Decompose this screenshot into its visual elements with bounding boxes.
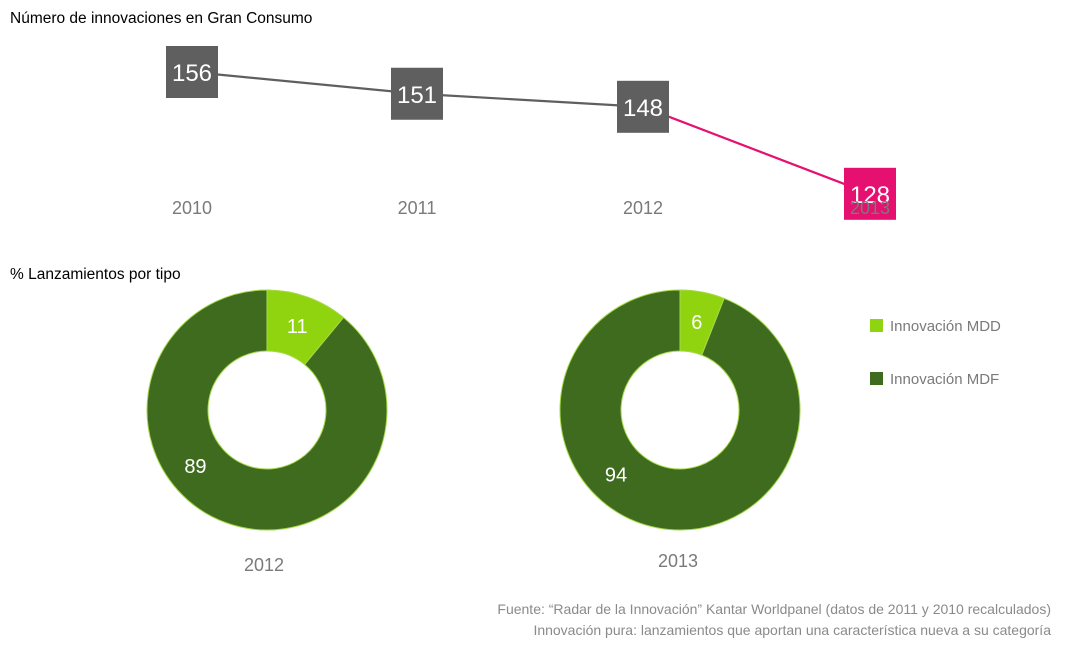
donut-slice [146, 289, 388, 531]
data-point-marker [166, 46, 218, 98]
line-segment [191, 70, 418, 95]
data-label: 151 [397, 82, 437, 109]
data-point-marker [617, 80, 669, 133]
line-segment [416, 92, 644, 108]
legend-item-mdf: Innovación MDF [870, 371, 999, 388]
definition-note: Innovación pura: lanzamientos que aporta… [533, 622, 1051, 638]
data-point-marker [391, 67, 443, 120]
donut-year-label: 2012 [244, 555, 284, 575]
donut-slice [559, 289, 801, 531]
line-chart-title: Número de innovaciones en Gran Consumo [10, 10, 313, 27]
legend-item-mdd: Innovación MDD [870, 318, 1001, 335]
data-label: 128 [850, 182, 890, 209]
data-label: 156 [172, 60, 212, 87]
donut-year-label: 2013 [658, 551, 698, 571]
line-segment [642, 105, 871, 195]
x-tick-label: 2012 [623, 198, 663, 218]
legend-label-mdf: Innovación MDF [890, 371, 1000, 388]
slice-label: 11 [287, 316, 308, 338]
slice-label: 89 [184, 456, 206, 478]
legend-swatch-mdf [870, 372, 883, 385]
data-point-marker [844, 167, 896, 220]
slice-label: 6 [691, 312, 702, 334]
donut-charts-title: % Lanzamientos por tipo [10, 266, 181, 283]
x-tick-label: 2010 [172, 198, 212, 218]
slice-label: 94 [605, 465, 627, 487]
source-note: Fuente: “Radar de la Innovación” Kantar … [497, 601, 1051, 617]
legend-label-mdd: Innovación MDD [890, 318, 1001, 335]
x-tick-label: 2011 [398, 198, 437, 218]
x-tick-label: 2013 [850, 198, 890, 218]
legend-swatch-mdd [870, 319, 883, 332]
data-label: 148 [623, 95, 663, 122]
